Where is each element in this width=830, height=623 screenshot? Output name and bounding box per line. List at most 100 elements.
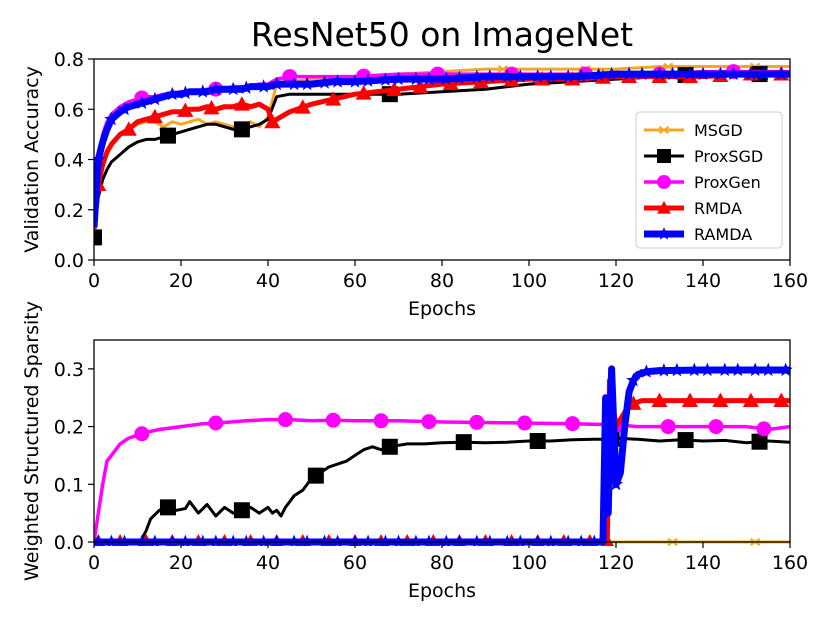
marker-proxgen	[373, 413, 389, 429]
legend-label-msgd: MSGD	[694, 121, 743, 140]
marker-ramda	[104, 534, 119, 546]
marker-ramda	[300, 76, 315, 91]
marker-rmda	[773, 392, 790, 407]
legend-box	[635, 111, 783, 249]
marker-proxsgd	[529, 433, 546, 449]
series-line-proxsgd	[94, 436, 791, 544]
marker-rmda	[146, 108, 163, 124]
x-tick-label: 0	[88, 270, 100, 292]
marker-ramda	[626, 372, 641, 387]
marker-ramda	[543, 534, 558, 546]
x-tick-label: 60	[343, 270, 367, 292]
marker-ramda	[761, 362, 776, 377]
marker-ramda	[239, 80, 254, 94]
x-tick-label: 20	[169, 552, 193, 574]
marker-proxsgd	[94, 229, 102, 246]
marker-ramda	[574, 534, 589, 546]
y-tick-label: 0.3	[54, 359, 84, 381]
legend-marker-ramda	[657, 227, 671, 240]
x-tick-label: 60	[343, 552, 367, 574]
y-axis-label: Validation Accuracy	[21, 66, 43, 253]
marker-proxgen	[469, 414, 485, 430]
marker-ramda	[530, 69, 545, 83]
marker-proxsgd	[233, 502, 250, 519]
marker-proxsgd	[751, 433, 768, 450]
x-tick-label: 140	[685, 552, 721, 574]
marker-proxgen	[660, 419, 676, 435]
marker-proxsgd	[159, 127, 176, 144]
marker-ramda	[239, 534, 254, 546]
marker-ramda	[469, 534, 484, 546]
marker-rmda	[681, 392, 698, 407]
marker-ramda	[482, 534, 497, 546]
legend-label-rmda: RMDA	[694, 199, 742, 218]
marker-ramda	[574, 68, 589, 83]
marker-ramda	[378, 72, 393, 86]
marker-ramda	[682, 66, 698, 81]
marker-ramda	[587, 534, 602, 546]
marker-ramda	[134, 95, 149, 109]
accuracy-plot: 0 20 40 60 80 100 120 140 160 0.0 0.2 0.4 0.6 0.8 Epoc…	[21, 49, 808, 320]
marker-ramda	[178, 534, 193, 546]
marker-proxsgd	[677, 432, 694, 449]
marker-proxgen	[708, 419, 724, 435]
marker-ramda	[226, 534, 241, 546]
marker-rmda	[412, 78, 429, 94]
marker-ramda	[226, 81, 241, 96]
marker-ramda	[208, 81, 223, 96]
marker-ramda	[635, 66, 650, 81]
marker-ramda	[317, 75, 332, 89]
marker-proxsgd	[159, 499, 176, 516]
marker-ramda	[165, 534, 180, 546]
marker-proxsgd	[307, 467, 324, 484]
x-axis-label: Epochs	[408, 298, 476, 320]
y-tick-label: 0.6	[54, 99, 84, 121]
x-tick-label: 40	[256, 552, 280, 574]
x-tick-label: 80	[430, 270, 454, 292]
marker-ramda	[687, 362, 702, 377]
marker-ramda	[513, 534, 528, 546]
marker-ramda	[94, 152, 106, 166]
marker-ramda	[195, 84, 210, 98]
marker-ramda	[208, 534, 223, 546]
marker-ramda	[256, 79, 271, 93]
marker-ramda	[669, 362, 684, 377]
y-tick-label: 0.2	[54, 200, 84, 222]
marker-proxsgd	[455, 434, 472, 451]
marker-ramda	[500, 534, 515, 546]
marker-ramda	[300, 534, 315, 546]
marker-ramda	[695, 66, 711, 81]
marker-ramda	[94, 534, 106, 546]
x-tick-label: 80	[430, 552, 454, 574]
marker-ramda	[748, 362, 763, 377]
marker-ramda	[639, 364, 654, 378]
marker-ramda	[482, 69, 497, 83]
marker-proxgen	[565, 416, 580, 432]
x-tick-label: 20	[169, 270, 193, 292]
y-tick-label: 0.2	[54, 417, 84, 439]
y-axis-label: Weighted Structured Sparsity	[21, 301, 43, 581]
marker-rmda	[177, 102, 194, 117]
y-tick-label: 0.4	[54, 150, 84, 172]
marker-proxsgd	[381, 438, 398, 455]
marker-rmda	[651, 392, 668, 407]
marker-ramda	[726, 66, 741, 81]
marker-ramda	[147, 534, 162, 546]
marker-ramda	[621, 66, 637, 81]
marker-ramda	[287, 76, 302, 91]
series-line-ramda	[94, 365, 790, 546]
marker-ramda	[347, 534, 363, 546]
marker-ramda	[665, 66, 680, 81]
marker-rmda	[120, 121, 137, 136]
legend-marker-rmda	[657, 201, 671, 214]
marker-ramda	[652, 66, 667, 81]
legend-marker-proxgen	[657, 175, 671, 189]
marker-ramda	[469, 69, 484, 84]
marker-ramda	[500, 69, 515, 83]
marker-proxgen	[208, 415, 224, 431]
marker-proxgen	[277, 412, 293, 428]
legend-label-proxgen: ProxGen	[694, 173, 761, 192]
x-tick-label: 0	[88, 552, 100, 574]
x-tick-label: 140	[685, 270, 721, 292]
